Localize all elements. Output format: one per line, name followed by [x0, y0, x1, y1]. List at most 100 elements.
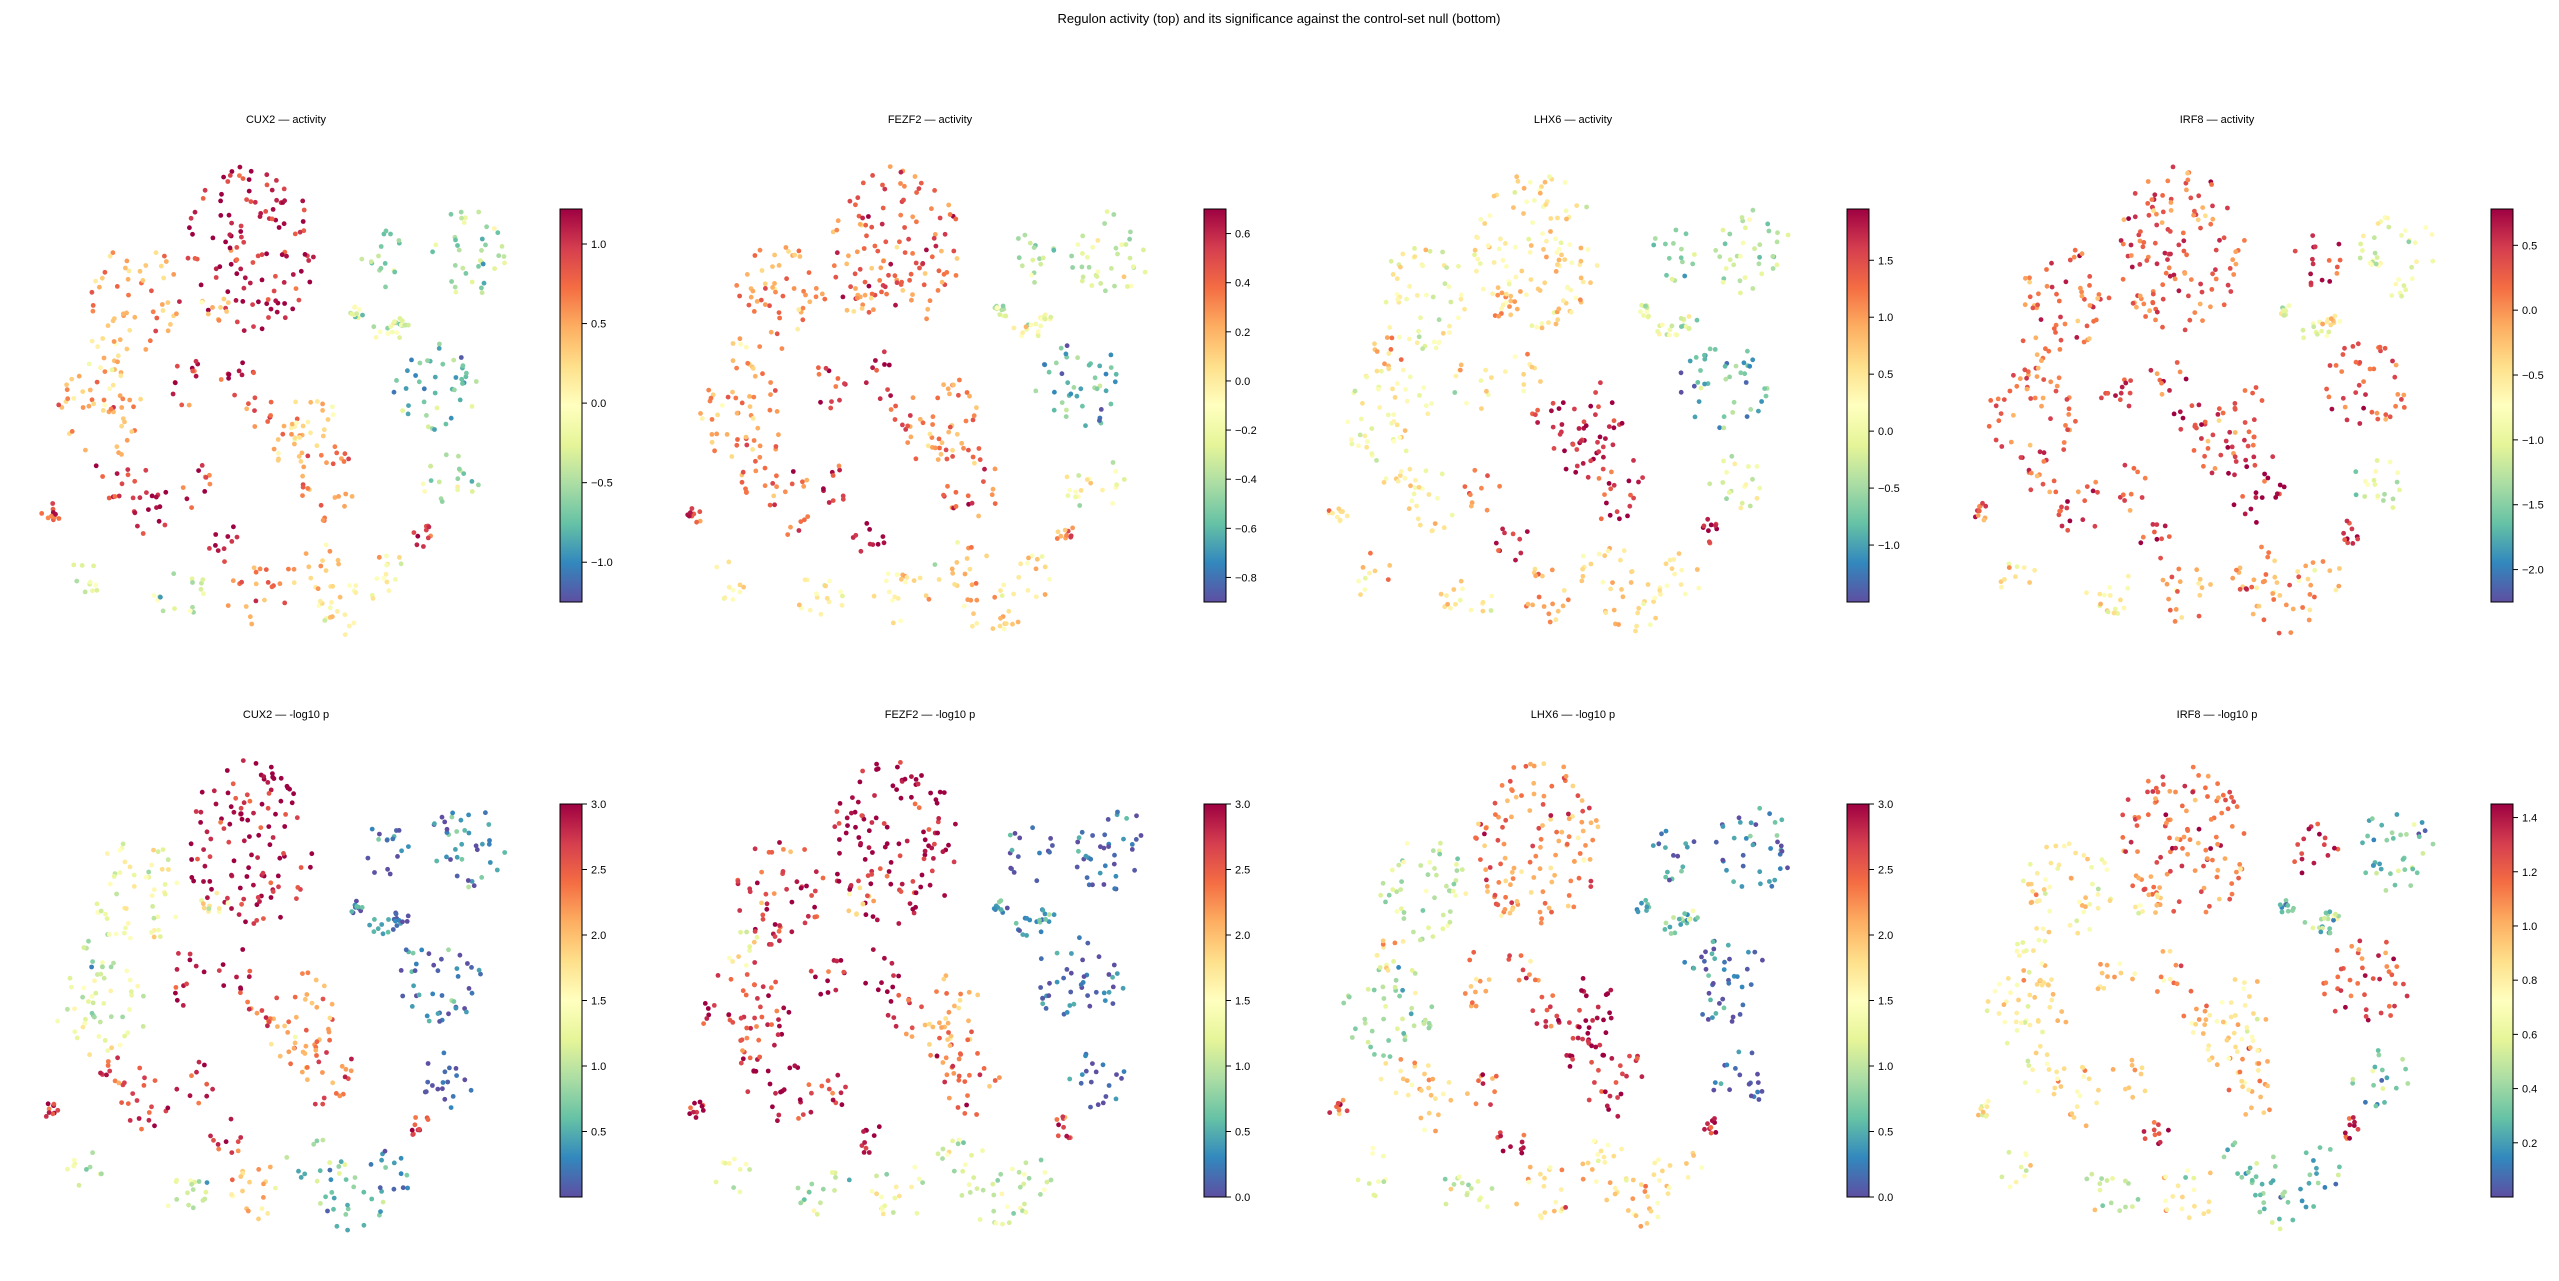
scatter-point: [188, 841, 194, 847]
scatter-point: [2153, 796, 2158, 801]
scatter-point: [1372, 341, 1377, 347]
scatter-point: [846, 253, 851, 259]
scatter-point: [1525, 601, 1531, 607]
scatter-point: [458, 209, 464, 215]
scatter-point: [1040, 1001, 1046, 1007]
scatter-point: [1385, 412, 1391, 418]
scatter-point: [2247, 994, 2252, 999]
scatter-point: [1624, 1073, 1629, 1079]
scatter-point: [2196, 613, 2202, 619]
scatter-point: [1598, 516, 1604, 522]
colorbar-tick-label: 3.0: [1235, 799, 1250, 811]
scatter-point: [1607, 512, 1613, 518]
scatter-point: [2034, 926, 2039, 931]
scatter-point: [943, 447, 949, 453]
scatter-point: [884, 824, 890, 830]
scatter-point: [1583, 993, 1589, 999]
scatter-point: [2386, 224, 2392, 230]
scatter-point: [2179, 863, 2185, 869]
scatter-point: [444, 826, 450, 832]
scatter-point: [2154, 536, 2160, 542]
scatter-point: [385, 331, 391, 337]
scatter-point: [465, 878, 471, 883]
scatter-point: [1038, 261, 1044, 267]
scatter-point: [786, 1009, 792, 1015]
scatter-point: [239, 234, 244, 240]
scatter-point: [1523, 763, 1529, 769]
scatter-point: [86, 361, 92, 367]
scatter-point: [2227, 429, 2233, 435]
scatter-point: [789, 899, 795, 905]
scatter-point: [1588, 561, 1594, 567]
scatter-point: [2017, 376, 2023, 382]
scatter-point: [376, 554, 382, 560]
scatter-point: [1475, 256, 1481, 262]
scatter-point: [1451, 881, 1457, 887]
scatter-point: [240, 758, 246, 763]
scatter-point: [356, 307, 362, 312]
scatter-point: [1568, 287, 1574, 293]
scatter-point: [1108, 365, 1114, 370]
scatter-point: [390, 836, 396, 842]
scatter-point: [437, 341, 442, 347]
scatter-point: [751, 982, 757, 988]
scatter-point: [1513, 794, 1519, 800]
scatter-point: [892, 273, 898, 279]
scatter-point: [1106, 972, 1112, 977]
scatter-point: [265, 780, 271, 785]
scatter-point: [291, 566, 297, 572]
scatter-point: [2244, 464, 2250, 470]
colorbar-tick-label: 1.0: [1878, 312, 1893, 324]
scatter-point: [1692, 414, 1698, 420]
scatter-point: [2159, 220, 2165, 226]
scatter-point: [1537, 909, 1543, 915]
scatter-point: [1611, 482, 1617, 488]
scatter-point: [474, 847, 480, 853]
scatter-point: [2014, 982, 2020, 988]
scatter-point: [69, 429, 75, 434]
scatter-point: [94, 379, 100, 385]
scatter-point: [1682, 591, 1688, 597]
scatter-point: [448, 1105, 454, 1110]
scatter-point: [1004, 905, 1010, 911]
scatter-point: [791, 286, 797, 291]
scatter-point: [1596, 404, 1601, 410]
scatter-point: [2215, 867, 2221, 873]
scatter-point: [1578, 275, 1584, 281]
scatter-point: [1713, 1130, 1719, 1135]
scatter-point: [2061, 843, 2067, 849]
scatter-point: [2255, 1068, 2261, 1073]
scatter-point: [354, 904, 360, 909]
scatter-point: [1724, 496, 1729, 502]
scatter-point: [2347, 977, 2353, 983]
colorbar-tick-label: 0.4: [1235, 278, 1250, 290]
scatter-point: [1750, 357, 1756, 363]
scatter-point: [298, 268, 304, 274]
scatter-point: [2232, 454, 2238, 460]
scatter-point: [1713, 839, 1719, 845]
scatter-point: [937, 215, 943, 221]
scatter-point: [1518, 1146, 1524, 1152]
scatter-point: [2288, 630, 2294, 635]
scatter-point: [820, 1186, 826, 1192]
scatter-point: [734, 410, 740, 416]
scatter-point: [2414, 259, 2419, 265]
scatter-point: [2345, 540, 2351, 546]
scatter-point: [451, 999, 457, 1004]
scatter-point: [964, 390, 970, 395]
scatter-point: [1124, 816, 1129, 821]
scatter-point: [2320, 559, 2326, 564]
scatter-point: [894, 572, 900, 577]
scatter-point: [1653, 615, 1658, 621]
scatter-point: [1007, 832, 1013, 838]
scatter-point: [1596, 476, 1602, 481]
scatter-point: [1411, 1023, 1417, 1029]
scatter-point: [1639, 302, 1645, 308]
scatter-point: [306, 564, 312, 570]
scatter-point: [2363, 1007, 2369, 1013]
scatter-point: [2192, 797, 2198, 803]
scatter-point: [158, 263, 164, 269]
scatter-point: [2390, 496, 2396, 502]
scatter-point: [2140, 534, 2146, 540]
scatter-point: [2250, 390, 2256, 396]
